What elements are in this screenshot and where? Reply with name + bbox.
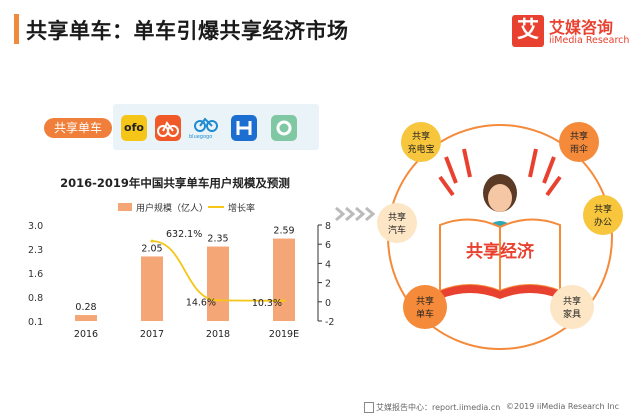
youon-logo-icon [271, 115, 297, 141]
brand-logo: 艾 艾媒咨询 iiMedia Research [512, 14, 630, 50]
diagram-node-label: 汽车 [388, 224, 406, 236]
category-tag: 共享单车 [44, 118, 112, 138]
hellobike-logo-icon [231, 115, 257, 141]
growth-rate-point [150, 239, 154, 243]
left-axis-tick-label: 2.3 [28, 245, 43, 256]
growth-rate-label: 14.6% [186, 297, 216, 308]
right-axis-tick-label: 0 [325, 298, 331, 309]
footer-source: 艾媒报告中心：report.iimedia.cn [376, 403, 501, 412]
bar-2018 [207, 246, 229, 321]
diagram-node-label: 单车 [416, 308, 434, 320]
page-title: 共享单车：单车引爆共享经济市场 [26, 19, 349, 43]
logo-name-cn: 艾媒咨询 [549, 18, 614, 37]
bar-value-label: 2.59 [273, 226, 294, 237]
growth-rate-label: 10.3% [252, 298, 282, 309]
growth-rate-line [151, 240, 285, 302]
footer: 艾媒报告中心：report.iimedia.cn ©2019 iiMedia R… [0, 398, 640, 418]
diagram-node-circle [401, 122, 441, 162]
left-axis-tick-label: 0.8 [28, 293, 43, 304]
diagram-node-label: 共享 [563, 295, 581, 307]
right-axis-tick-label: 2 [325, 279, 331, 290]
logo-name-en: iiMedia Research [549, 35, 630, 46]
diagram-node-label: 办公 [594, 216, 612, 228]
diagram-node-circle [583, 195, 623, 235]
bar-value-label: 2.05 [141, 243, 162, 254]
diagram-node-circle [403, 285, 447, 329]
user-scale-chart: 2016-2019年中国共享单车用户规模及预测 用户规模（亿人） 增长率 3.0… [28, 176, 334, 340]
app-logo-strip: ofo bluegogo [113, 104, 319, 150]
left-axis-tick-label: 1.6 [28, 269, 43, 280]
bar-2016 [75, 315, 97, 321]
left-axis-tick-label: 0.1 [28, 317, 43, 328]
legend-line-label: 增长率 [228, 202, 255, 214]
right-axis-tick-label: -2 [325, 317, 334, 328]
x-tick-label: 2019E [269, 329, 299, 340]
book-icon [439, 218, 561, 299]
footer-copyright: ©2019 iiMedia Research Inc [506, 402, 619, 411]
x-tick-label: 2017 [140, 329, 164, 340]
left-axis-tick-label: 3.0 [28, 221, 43, 232]
bluegogo-logo-icon: bluegogo [189, 115, 219, 141]
growth-rate-point [282, 299, 286, 303]
chart-title: 2016-2019年中国共享单车用户规模及预测 [60, 176, 290, 190]
bar-value-label: 0.28 [75, 302, 96, 313]
bar-2017 [141, 256, 163, 321]
legend-bar-label: 用户规模（亿人） [136, 202, 208, 214]
x-tick-label: 2018 [206, 329, 230, 340]
diagram-node-circle [550, 285, 594, 329]
flow-arrows-icon [335, 206, 376, 222]
ofo-logo-text: ofo [124, 121, 144, 134]
diagram-node-circle [559, 122, 599, 162]
diagram-node-label: 家具 [563, 308, 581, 320]
x-tick-label: 2016 [74, 329, 98, 340]
bar-value-label: 2.35 [207, 234, 228, 245]
diagram-node-label: 共享 [416, 295, 434, 307]
diagram-node: 共享单车 [403, 285, 447, 329]
diagram-node-label: 共享 [388, 211, 406, 223]
diagram-node-label: 共享 [570, 130, 588, 142]
growth-rate-point [216, 298, 220, 302]
right-axis-tick-label: 4 [325, 259, 331, 270]
growth-rate-label: 632.1% [166, 229, 202, 240]
legend-bar-swatch [118, 203, 132, 211]
diagram-node-circle [377, 203, 417, 243]
title-accent-bar [14, 14, 19, 44]
sun-ray-icon [438, 148, 562, 197]
logo-mark: 艾 [512, 15, 544, 47]
ofo-logo-icon: ofo [121, 115, 147, 141]
diagram-node-label: 充电宝 [407, 143, 434, 155]
center-label: 共享经济 [466, 241, 535, 262]
right-axis-tick-label: 6 [325, 240, 331, 251]
right-axis-tick-label: 8 [325, 221, 331, 232]
report-icon [364, 402, 374, 413]
mobike-logo-icon [155, 115, 181, 141]
diagram-node-label: 雨伞 [570, 143, 588, 155]
diagram-node-label: 共享 [594, 203, 612, 215]
diagram-node-label: 共享 [412, 130, 430, 142]
bluegogo-logo-text: bluegogo [189, 134, 213, 140]
